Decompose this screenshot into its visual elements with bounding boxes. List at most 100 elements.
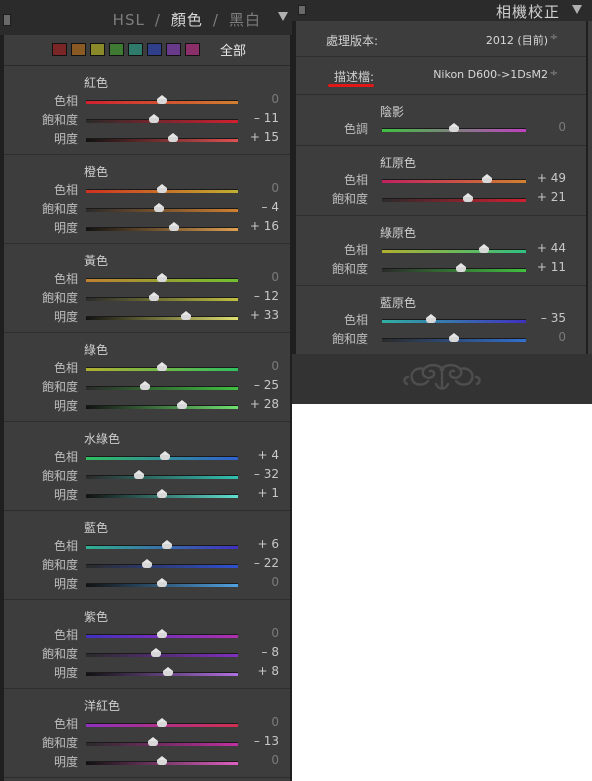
slider-track[interactable] <box>86 648 238 657</box>
slider-value[interactable]: – 35 <box>540 311 566 325</box>
slider-value[interactable]: + 28 <box>249 397 279 411</box>
slider-value[interactable]: + 33 <box>249 308 279 322</box>
color-swatch[interactable] <box>71 43 86 56</box>
color-swatch[interactable] <box>109 43 124 56</box>
collapse-triangle-icon[interactable] <box>278 12 288 21</box>
slider-label: 明度 <box>53 755 78 769</box>
slider-value[interactable]: + 16 <box>249 219 279 233</box>
slider-value[interactable]: 0 <box>558 330 566 344</box>
slider-track[interactable] <box>382 244 526 253</box>
slider-label: 色相 <box>53 539 78 553</box>
profile-select[interactable]: Nikon D600->1DsM2 <box>433 68 548 81</box>
slider-row: 色相 0 <box>4 181 290 200</box>
slider-track[interactable] <box>86 718 238 727</box>
slider-track[interactable] <box>86 292 238 301</box>
slider-value[interactable]: 0 <box>271 575 279 589</box>
slider-value[interactable]: + 21 <box>536 190 566 204</box>
slider-value[interactable]: 0 <box>271 626 279 640</box>
slider-value[interactable]: 0 <box>271 753 279 767</box>
slider-value[interactable]: + 1 <box>257 486 279 500</box>
slider-track[interactable] <box>86 559 238 568</box>
slider-value[interactable]: + 44 <box>536 241 566 255</box>
color-swatch[interactable] <box>147 43 162 56</box>
slider-value[interactable]: + 4 <box>257 448 279 462</box>
slider-track[interactable] <box>382 263 526 272</box>
calibration-panel-header[interactable]: 相機校正 <box>292 0 592 21</box>
slider-value[interactable]: – 22 <box>253 556 279 570</box>
slider-row: 色相 0 <box>4 270 290 289</box>
slider-value[interactable]: 0 <box>271 270 279 284</box>
slider-track[interactable] <box>382 314 526 323</box>
slider-value[interactable]: – 32 <box>253 467 279 481</box>
slider-value[interactable]: + 8 <box>257 664 279 678</box>
slider-track[interactable] <box>86 400 238 409</box>
slider-value[interactable]: – 8 <box>261 645 279 659</box>
slider-label: 明度 <box>53 221 78 235</box>
color-swatch[interactable] <box>52 43 67 56</box>
slider-track[interactable] <box>382 333 526 342</box>
slider-value[interactable]: 0 <box>271 359 279 373</box>
slider-track[interactable] <box>382 193 526 202</box>
slider-value[interactable]: – 13 <box>253 734 279 748</box>
collapse-triangle-icon[interactable] <box>572 5 582 14</box>
slider-track[interactable] <box>86 629 238 638</box>
slider-track[interactable] <box>86 737 238 746</box>
slider-track[interactable] <box>86 311 238 320</box>
slider-value[interactable]: 0 <box>271 181 279 195</box>
tab-color[interactable]: 顏色 <box>170 11 203 29</box>
slider-value[interactable]: + 11 <box>536 260 566 274</box>
color-swatch[interactable] <box>185 43 200 56</box>
slider-track[interactable] <box>86 470 238 479</box>
color-swatch[interactable] <box>90 43 105 56</box>
slider-label: 明度 <box>53 310 78 324</box>
slider-track[interactable] <box>382 174 526 183</box>
slider-track[interactable] <box>86 578 238 587</box>
slider-value[interactable]: – 25 <box>253 378 279 392</box>
slider-value[interactable]: 0 <box>271 715 279 729</box>
slider-value[interactable]: – 12 <box>253 289 279 303</box>
slider-track[interactable] <box>86 95 238 104</box>
color-group: 洋紅色 色相 0 飽和度 – 13 明度 0 <box>4 689 290 778</box>
color-swatch[interactable] <box>166 43 181 56</box>
tab-separator: / <box>154 11 161 29</box>
slider-track[interactable] <box>86 114 238 123</box>
slider-value[interactable]: – 4 <box>261 200 279 214</box>
slider-track[interactable] <box>86 362 238 371</box>
color-group: 水綠色 色相 + 4 飽和度 – 32 明度 + 1 <box>4 422 290 511</box>
slider-row: 色相 + 6 <box>4 537 290 556</box>
slider-track[interactable] <box>86 203 238 212</box>
slider-track[interactable] <box>86 489 238 498</box>
slider-value[interactable]: + 49 <box>536 171 566 185</box>
slider-track[interactable] <box>86 381 238 390</box>
color-group: 橙色 色相 0 飽和度 – 4 明度 + 16 <box>4 155 290 244</box>
slider-value[interactable]: + 6 <box>257 537 279 551</box>
slider-row: 飽和度 – 32 <box>4 467 290 486</box>
color-group: 黃色 色相 0 飽和度 – 12 明度 + 33 <box>4 244 290 333</box>
color-swatch[interactable] <box>128 43 143 56</box>
slider-track[interactable] <box>86 273 238 282</box>
slider-track[interactable] <box>86 222 238 231</box>
panel-grip-icon[interactable] <box>3 14 11 26</box>
all-colors-button[interactable]: 全部 <box>220 44 247 59</box>
slider-track[interactable] <box>382 123 526 132</box>
process-version-select[interactable]: 2012 (目前) <box>485 34 548 47</box>
slider-track[interactable] <box>86 667 238 676</box>
slider-label: 明度 <box>53 666 78 680</box>
slider-row: 飽和度 – 12 <box>4 289 290 308</box>
slider-value[interactable]: – 11 <box>253 111 279 125</box>
tab-hsl[interactable]: HSL <box>112 11 145 29</box>
slider-value[interactable]: 0 <box>558 120 566 134</box>
slider-value[interactable]: 0 <box>271 92 279 106</box>
slider-track[interactable] <box>86 540 238 549</box>
slider-track[interactable] <box>86 184 238 193</box>
slider-label: 色相 <box>53 183 78 197</box>
panel-grip-icon[interactable] <box>298 5 306 15</box>
slider-track[interactable] <box>86 133 238 142</box>
dropdown-arrow-icon[interactable]: ÷ <box>549 32 558 43</box>
slider-track[interactable] <box>86 451 238 460</box>
tab-bw[interactable]: 黑白 <box>228 11 261 29</box>
slider-value[interactable]: + 15 <box>249 130 279 144</box>
hsl-panel-header[interactable]: HSL / 顏色 / 黑白 <box>0 0 292 35</box>
slider-track[interactable] <box>86 756 238 765</box>
dropdown-arrow-icon[interactable]: ÷ <box>549 68 558 79</box>
